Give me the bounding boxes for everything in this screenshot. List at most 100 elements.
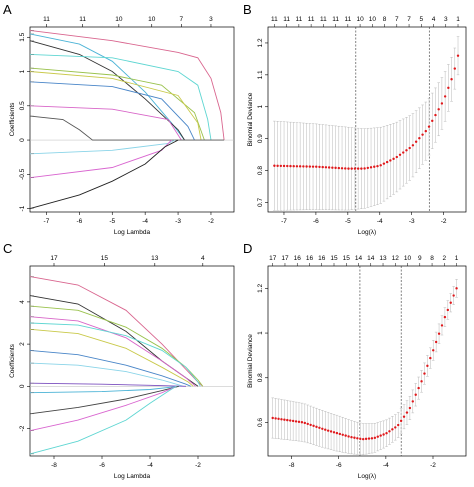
deviance-point xyxy=(424,129,428,133)
top-tick-label: 13 xyxy=(379,255,387,262)
deviance-point xyxy=(321,427,324,430)
deviance-point xyxy=(452,294,455,297)
y-axis-label: Binomial Deviance xyxy=(247,92,254,146)
deviance-point xyxy=(411,400,414,403)
top-tick-label: 7 xyxy=(407,16,411,23)
y-tick-label: 1 xyxy=(257,331,264,335)
deviance-point xyxy=(379,164,382,167)
top-tick-label: 7 xyxy=(180,16,184,23)
deviance-point xyxy=(324,428,327,431)
panel-letter-d: D xyxy=(243,241,252,256)
top-tick-label: 11 xyxy=(283,16,290,23)
deviance-point xyxy=(429,356,432,360)
deviance-point xyxy=(405,149,408,152)
deviance-point xyxy=(286,418,289,422)
deviance-point xyxy=(456,54,460,57)
top-tick-label: 8 xyxy=(430,255,434,262)
plot-frame xyxy=(267,26,467,213)
deviance-point xyxy=(414,140,418,143)
coefficient-path xyxy=(29,67,205,141)
deviance-point xyxy=(402,415,406,418)
deviance-point xyxy=(303,421,307,425)
top-tick-label: 14 xyxy=(367,255,375,262)
x-tick-label: -4 xyxy=(383,462,389,469)
x-tick-label: -8 xyxy=(51,462,57,469)
deviance-point xyxy=(271,416,274,420)
coefficient-path xyxy=(29,40,185,141)
deviance-point xyxy=(398,153,402,156)
deviance-point xyxy=(443,315,447,319)
deviance-point xyxy=(389,159,392,162)
top-tick-label: 11 xyxy=(295,16,302,23)
top-tick-label: 4 xyxy=(432,16,436,23)
deviance-point xyxy=(363,167,366,170)
deviance-point xyxy=(453,67,456,70)
x-tick-label: -7 xyxy=(281,218,287,225)
y-tick-label: 0.5 xyxy=(19,101,26,110)
x-tick-label: -6 xyxy=(313,218,319,225)
deviance-point xyxy=(292,164,295,168)
coefficient-path xyxy=(29,385,179,415)
deviance-point xyxy=(411,144,415,147)
deviance-point xyxy=(300,421,304,424)
coefficient-path xyxy=(29,382,187,387)
y-tick-label: 0.8 xyxy=(257,166,264,175)
deviance-point xyxy=(312,424,315,428)
deviance-point xyxy=(449,301,452,304)
x-axis-label: Log(λ) xyxy=(358,473,376,480)
deviance-point xyxy=(277,417,280,421)
coefficient-path xyxy=(29,362,184,387)
y-tick-label: 0 xyxy=(19,138,26,142)
x-tick-label: -6 xyxy=(336,462,342,469)
deviance-point xyxy=(369,166,373,169)
panel-c-coefficient-paths: -8 -6 -4 -2 -2 0 2 4 Log Lambda Coefficients 17 15 1… xyxy=(9,255,235,480)
deviance-point xyxy=(366,166,370,170)
deviance-point xyxy=(361,437,365,441)
coefficient-path xyxy=(29,385,177,432)
y-tick-label: 0 xyxy=(19,384,26,388)
panel-b-deviance-plot: -7 -6 -5 -4 -3 -2 0.7 0.8 0.9 1 1.1 1.2 Log(λ) Binomi… xyxy=(247,16,467,236)
deviance-point xyxy=(426,364,429,368)
top-tick-label: 11 xyxy=(79,16,86,23)
top-tick-label: 17 xyxy=(269,255,277,262)
top-tick-label: 10 xyxy=(356,16,364,23)
y-tick-label: -1 xyxy=(19,205,26,211)
deviance-point xyxy=(280,418,283,421)
deviance-point xyxy=(370,437,374,440)
top-tick-label: 8 xyxy=(383,16,387,23)
deviance-point xyxy=(353,436,356,439)
deviance-point xyxy=(431,119,434,123)
x-tick-label: -2 xyxy=(208,218,214,225)
deviance-point xyxy=(397,423,400,427)
deviance-point xyxy=(385,160,389,164)
deviance-point xyxy=(282,164,286,168)
y-tick-label: 0.7 xyxy=(257,198,264,207)
deviance-point xyxy=(331,166,334,169)
x-tick-label: -5 xyxy=(345,218,351,225)
deviance-point xyxy=(418,137,421,140)
top-tick-label: 1 xyxy=(455,255,459,262)
x-tick-label: -4 xyxy=(147,462,153,469)
y-tick-label: -0.5 xyxy=(19,168,26,180)
deviance-point xyxy=(315,165,318,168)
y-tick-label: 2 xyxy=(19,342,26,346)
x-tick-label: -2 xyxy=(441,218,447,225)
deviance-point xyxy=(347,167,350,170)
deviance-point xyxy=(446,308,450,312)
y-axis-label: Coefficients xyxy=(9,102,16,137)
deviance-point xyxy=(408,146,411,150)
deviance-point xyxy=(437,332,441,335)
top-tick-label: 11 xyxy=(43,16,50,23)
deviance-point xyxy=(388,430,391,433)
y-tick-label: 0.6 xyxy=(257,418,264,427)
deviance-point xyxy=(402,151,405,154)
deviance-point xyxy=(340,167,344,170)
panel-letter-a: A xyxy=(3,2,12,17)
deviance-point xyxy=(315,425,318,429)
deviance-point xyxy=(395,155,399,159)
panel-letter-c: C xyxy=(3,241,12,256)
y-tick-label: 1.1 xyxy=(257,70,264,79)
deviance-point xyxy=(364,437,368,441)
deviance-point xyxy=(447,86,450,90)
y-tick-label: 1 xyxy=(257,105,264,109)
